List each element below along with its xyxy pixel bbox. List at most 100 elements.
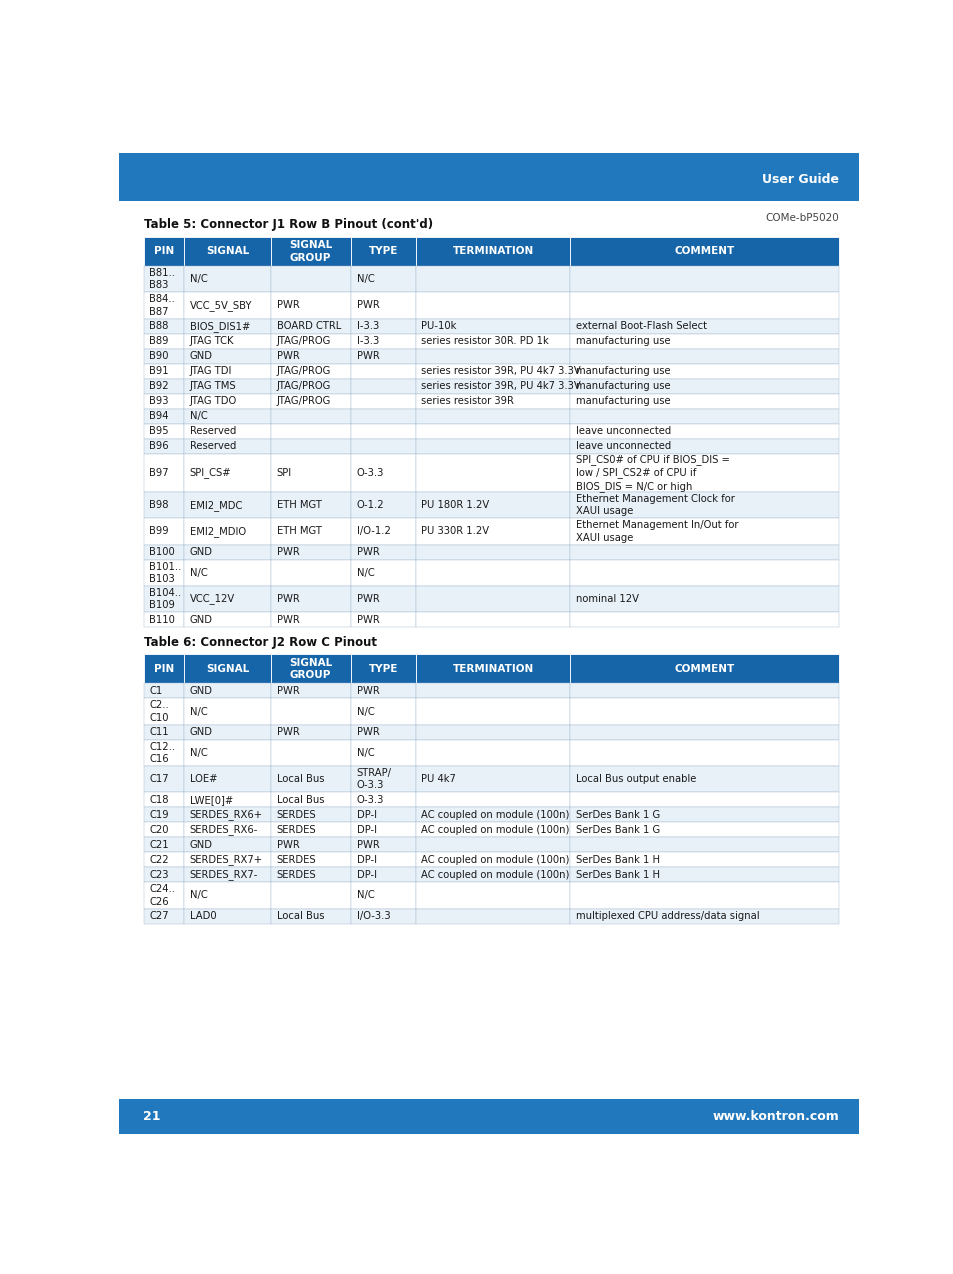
Bar <box>271 492 351 519</box>
Bar <box>144 424 184 438</box>
Text: Ethernet Management Clock for
XAUI usage: Ethernet Management Clock for XAUI usage <box>575 494 734 516</box>
Bar <box>271 363 351 378</box>
Bar <box>144 334 184 349</box>
Text: B94: B94 <box>150 412 169 422</box>
Bar <box>351 492 416 519</box>
Bar <box>416 725 570 740</box>
Text: N/C: N/C <box>190 891 208 901</box>
Bar <box>351 883 416 908</box>
Bar <box>570 237 839 266</box>
Text: SPI_CS0# of CPU if BIOS_DIS =
low / SPI_CS2# of CPU if
BIOS_DIS = N/C or high: SPI_CS0# of CPU if BIOS_DIS = low / SPI_… <box>575 454 729 492</box>
Bar <box>416 378 570 394</box>
Bar <box>271 409 351 424</box>
Bar <box>351 454 416 492</box>
Bar <box>144 868 184 883</box>
Text: PWR: PWR <box>356 727 379 738</box>
Text: JTAG/PROG: JTAG/PROG <box>276 396 331 406</box>
Bar <box>271 883 351 908</box>
Bar <box>184 837 271 852</box>
Text: LOE#: LOE# <box>190 775 217 784</box>
Bar <box>351 394 416 409</box>
Bar <box>271 544 351 559</box>
Bar <box>271 438 351 454</box>
Bar <box>416 266 570 292</box>
Text: Ethernet Management In/Out for
XAUI usage: Ethernet Management In/Out for XAUI usag… <box>575 520 738 543</box>
Bar <box>184 740 271 766</box>
Text: PWR: PWR <box>276 594 299 604</box>
Text: PWR: PWR <box>356 614 379 624</box>
Text: GND: GND <box>190 727 213 738</box>
Text: DP-I: DP-I <box>356 855 376 865</box>
Text: GND: GND <box>190 685 213 696</box>
Bar <box>184 808 271 822</box>
Bar <box>416 394 570 409</box>
Bar <box>570 438 839 454</box>
Text: PU-10k: PU-10k <box>421 321 456 331</box>
Text: COMe-bP5020: COMe-bP5020 <box>764 213 839 223</box>
Bar <box>119 1099 858 1134</box>
Bar <box>184 868 271 883</box>
Bar <box>570 908 839 924</box>
Bar <box>184 266 271 292</box>
Bar <box>416 822 570 837</box>
Text: O-3.3: O-3.3 <box>356 795 384 805</box>
Text: I/O-3.3: I/O-3.3 <box>356 911 390 921</box>
Bar <box>144 349 184 363</box>
Bar <box>351 237 416 266</box>
Bar <box>351 363 416 378</box>
Bar <box>271 822 351 837</box>
Bar <box>570 883 839 908</box>
Text: C23: C23 <box>150 870 169 880</box>
Text: TERMINATION: TERMINATION <box>452 246 533 256</box>
Text: B95: B95 <box>150 427 169 436</box>
Bar <box>144 363 184 378</box>
Bar <box>184 334 271 349</box>
Bar <box>144 740 184 766</box>
Text: JTAG/PROG: JTAG/PROG <box>276 336 331 347</box>
Bar <box>184 292 271 318</box>
Bar <box>144 613 184 627</box>
Bar <box>184 492 271 519</box>
Text: N/C: N/C <box>356 891 374 901</box>
Text: SIGNAL: SIGNAL <box>206 664 249 674</box>
Text: N/C: N/C <box>356 568 374 577</box>
Bar <box>351 266 416 292</box>
Bar <box>416 837 570 852</box>
Bar <box>570 492 839 519</box>
Bar <box>271 424 351 438</box>
Bar <box>416 559 570 586</box>
Bar <box>184 438 271 454</box>
Bar <box>271 725 351 740</box>
Bar <box>144 438 184 454</box>
Text: series resistor 39R, PU 4k7 3.3V: series resistor 39R, PU 4k7 3.3V <box>421 366 580 376</box>
Bar <box>351 586 416 613</box>
Bar <box>144 808 184 822</box>
Bar <box>570 292 839 318</box>
Text: GND: GND <box>190 840 213 850</box>
Bar <box>184 698 271 725</box>
Bar <box>351 292 416 318</box>
Text: SERDES_RX6+: SERDES_RX6+ <box>190 809 263 820</box>
Text: SPI: SPI <box>276 468 292 478</box>
Bar <box>144 519 184 544</box>
Text: PIN: PIN <box>154 664 174 674</box>
Bar <box>144 883 184 908</box>
Text: B96: B96 <box>150 441 169 451</box>
Bar <box>184 883 271 908</box>
Text: SIGNAL
GROUP: SIGNAL GROUP <box>290 241 333 262</box>
Bar <box>570 318 839 334</box>
Bar <box>570 334 839 349</box>
Bar <box>184 363 271 378</box>
Text: O-3.3: O-3.3 <box>356 468 384 478</box>
Bar <box>184 822 271 837</box>
Bar <box>351 519 416 544</box>
Bar <box>144 725 184 740</box>
Text: PWR: PWR <box>276 301 299 311</box>
Bar <box>351 424 416 438</box>
Text: SerDes Bank 1 G: SerDes Bank 1 G <box>575 824 659 834</box>
Bar <box>416 908 570 924</box>
Bar <box>351 725 416 740</box>
Text: C11: C11 <box>150 727 169 738</box>
Text: COMMENT: COMMENT <box>674 246 734 256</box>
Text: PWR: PWR <box>276 685 299 696</box>
